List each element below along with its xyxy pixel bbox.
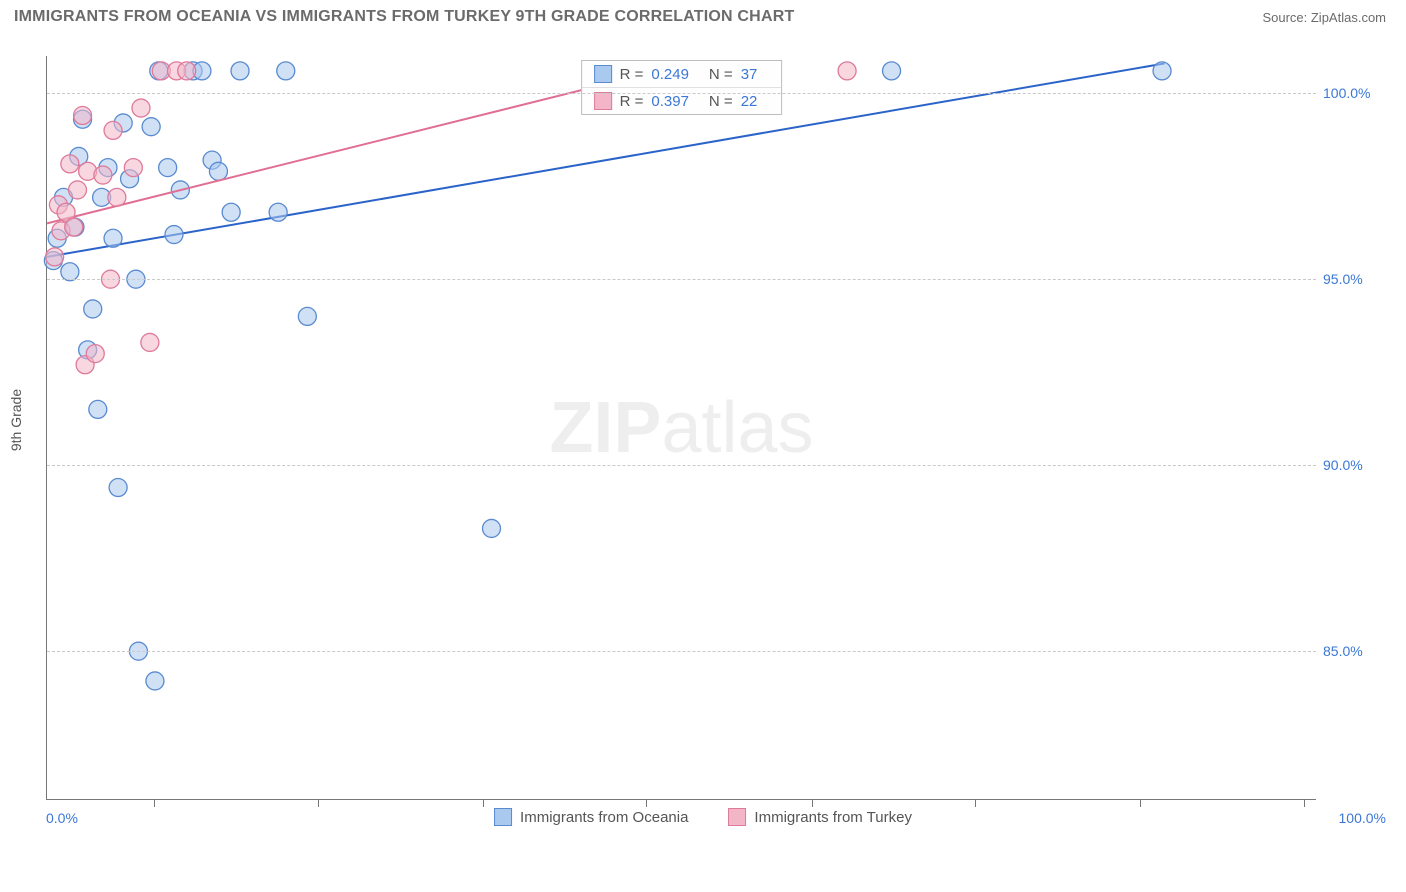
n-label: N = [709, 66, 733, 83]
data-point [124, 159, 142, 177]
legend-item-turkey: Immigrants from Turkey [728, 808, 912, 826]
x-tick [483, 799, 484, 807]
data-point [165, 226, 183, 244]
gridline [47, 651, 1316, 652]
swatch-turkey [728, 808, 746, 826]
data-point [222, 203, 240, 221]
x-tick [154, 799, 155, 807]
data-point [142, 118, 160, 136]
legend-label-oceania: Immigrants from Oceania [520, 809, 688, 826]
x-tick [646, 799, 647, 807]
r-value-turkey: 0.397 [651, 93, 689, 110]
chart-svg [47, 56, 1316, 799]
n-label: N = [709, 93, 733, 110]
x-tick [812, 799, 813, 807]
gridline [47, 465, 1316, 466]
legend-label-turkey: Immigrants from Turkey [754, 809, 912, 826]
y-tick-label: 90.0% [1323, 457, 1398, 473]
x-tick [1304, 799, 1305, 807]
data-point [109, 479, 127, 497]
chart-title: IMMIGRANTS FROM OCEANIA VS IMMIGRANTS FR… [14, 8, 794, 26]
data-point [89, 400, 107, 418]
r-label: R = [620, 66, 644, 83]
correlation-legend: R = 0.249 N = 37 R = 0.397 N = 22 [581, 60, 783, 115]
n-value-turkey: 22 [741, 93, 758, 110]
data-point [883, 62, 901, 80]
n-value-oceania: 37 [741, 66, 758, 83]
swatch-oceania [594, 65, 612, 83]
r-label: R = [620, 93, 644, 110]
data-point [104, 121, 122, 139]
data-point [231, 62, 249, 80]
data-point [84, 300, 102, 318]
data-point [298, 307, 316, 325]
data-point [1153, 62, 1171, 80]
data-point [277, 62, 295, 80]
x-axis-label-left: 0.0% [46, 810, 78, 826]
y-tick-label: 95.0% [1323, 271, 1398, 287]
data-point [94, 166, 112, 184]
data-point [159, 159, 177, 177]
data-point [86, 345, 104, 363]
data-point [838, 62, 856, 80]
y-tick-label: 100.0% [1323, 85, 1398, 101]
x-tick [1140, 799, 1141, 807]
swatch-turkey [594, 92, 612, 110]
data-point [61, 155, 79, 173]
data-point [141, 333, 159, 351]
chart-area: ZIPatlas R = 0.249 N = 37 R = 0.397 N = … [46, 56, 1316, 800]
y-axis-title: 9th Grade [8, 389, 24, 451]
data-point [108, 188, 126, 206]
data-point [65, 218, 83, 236]
x-tick [975, 799, 976, 807]
source-label: Source: ZipAtlas.com [1262, 10, 1386, 25]
data-point [104, 229, 122, 247]
data-point [269, 203, 287, 221]
series-legend: Immigrants from Oceania Immigrants from … [494, 808, 912, 826]
data-point [483, 519, 501, 537]
x-tick [318, 799, 319, 807]
gridline [47, 279, 1316, 280]
x-axis-label-right: 100.0% [1339, 810, 1386, 826]
r-value-oceania: 0.249 [651, 66, 689, 83]
legend-item-oceania: Immigrants from Oceania [494, 808, 688, 826]
data-point [74, 107, 92, 125]
data-point [61, 263, 79, 281]
data-point [146, 672, 164, 690]
swatch-oceania [494, 808, 512, 826]
data-point [68, 181, 86, 199]
y-tick-label: 85.0% [1323, 643, 1398, 659]
data-point [132, 99, 150, 117]
data-point [46, 248, 64, 266]
data-point [178, 62, 196, 80]
gridline [47, 93, 1316, 94]
data-point [209, 162, 227, 180]
correlation-row-turkey: R = 0.397 N = 22 [582, 88, 782, 114]
correlation-row-oceania: R = 0.249 N = 37 [582, 61, 782, 88]
